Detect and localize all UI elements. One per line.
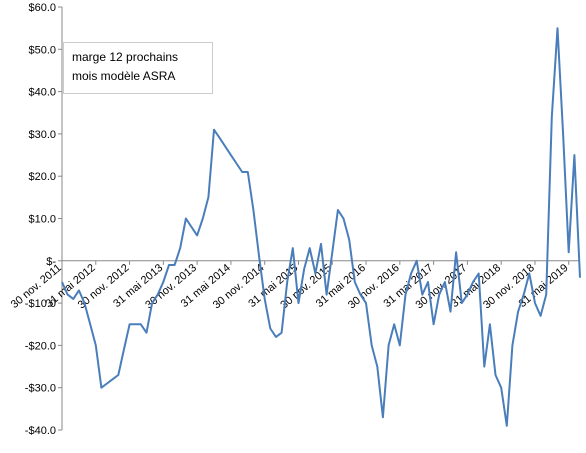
y-tick-label: $-: [46, 256, 56, 268]
y-tick-label: $30.0: [28, 129, 56, 141]
legend-text: marge 12 prochains mois modèle ASRA: [72, 50, 179, 83]
y-tick-label: -$30.0: [25, 383, 56, 395]
y-tick-label: $20.0: [28, 171, 56, 183]
legend-box: marge 12 prochains mois modèle ASRA: [63, 42, 213, 94]
y-tick-label: -$20.0: [25, 340, 56, 352]
y-tick-label: $60.0: [28, 2, 56, 14]
y-tick-label: $50.0: [28, 44, 56, 56]
y-tick-label: $10.0: [28, 214, 56, 226]
line-series: [61, 27, 581, 427]
y-tick-label: -$10.0: [25, 298, 56, 310]
y-tick-label: -$40.0: [25, 425, 56, 437]
y-tick-label: $40.0: [28, 87, 56, 99]
